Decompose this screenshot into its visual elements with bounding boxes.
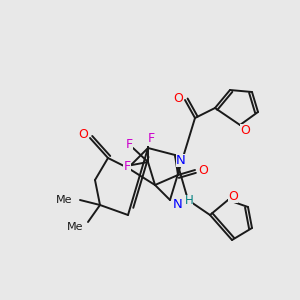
Text: F: F [125,139,133,152]
Text: H: H [184,194,194,208]
Text: O: O [198,164,208,176]
Text: F: F [123,160,130,173]
Text: N: N [176,154,186,166]
Text: F: F [147,133,155,146]
Text: O: O [228,190,238,202]
Text: O: O [240,124,250,136]
Text: O: O [173,92,183,104]
Text: Me: Me [67,222,83,232]
Text: N: N [173,199,183,212]
Text: Me: Me [56,195,72,205]
Text: O: O [78,128,88,142]
